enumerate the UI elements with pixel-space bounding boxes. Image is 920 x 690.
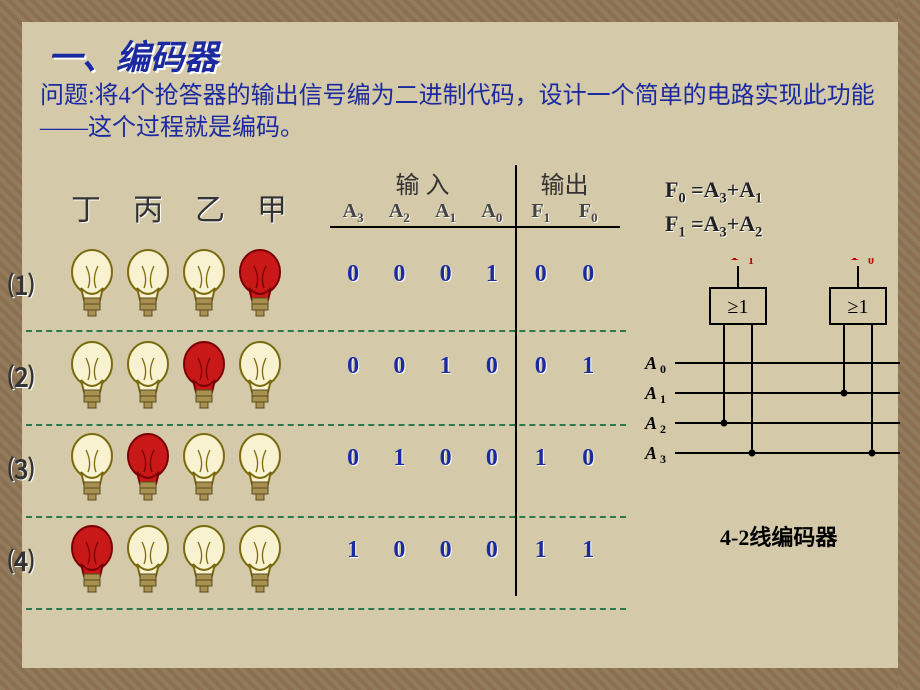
bulb-icon [66, 340, 118, 412]
tt-col: A2 [376, 200, 422, 226]
tt-cell: 1 [469, 261, 515, 288]
svg-text:A: A [644, 413, 657, 433]
tt-cell: 0 [565, 445, 613, 472]
col-label: 丁 [66, 185, 106, 229]
formulas: F0 =A3+A1 F1 =A3+A2 [665, 175, 762, 242]
svg-text:2: 2 [660, 422, 666, 436]
tt-col: A1 [423, 200, 469, 226]
tt-cell: 1 [330, 537, 376, 564]
border-right [898, 0, 920, 690]
tt-cell: 0 [517, 353, 565, 380]
truth-table: 输 入 输出 A3A2A1A0F1F0 00010000100101001010… [330, 165, 620, 596]
border-top [0, 0, 920, 22]
row-divider [26, 330, 626, 332]
tt-cell: 0 [565, 261, 613, 288]
row-divider [26, 608, 626, 610]
bulb-column-labels: 丁 丙 乙 甲 [66, 185, 292, 229]
svg-text:A: A [644, 383, 657, 403]
bulb-icon [122, 340, 174, 412]
tt-cell: 0 [376, 353, 422, 380]
tt-cell: 0 [469, 445, 515, 472]
tt-col: F1 [517, 200, 565, 226]
col-label: 甲 [252, 185, 292, 229]
tt-row: 000100 [330, 228, 620, 320]
bulb-rows: ⑴ ⑵ [26, 238, 326, 606]
bulb-icon [178, 524, 230, 596]
page-title: 一、编码器 [48, 30, 218, 79]
formula-f1: F1 =A3+A2 [665, 209, 762, 243]
tt-cell: 1 [565, 353, 613, 380]
formula-f0: F0 =A3+A1 [665, 175, 762, 209]
tt-cell: 0 [330, 353, 376, 380]
tt-cell: 1 [565, 537, 613, 564]
col-label: 丙 [128, 185, 168, 229]
problem-text: 问题:将4个抢答器的输出信号编为二进制代码，设计一个简单的电路实现此功能——这个… [40, 80, 880, 145]
bulb-icon [178, 248, 230, 320]
svg-text:≥1: ≥1 [728, 296, 749, 318]
svg-text:≥1: ≥1 [848, 296, 869, 318]
tt-row: 001001 [330, 320, 620, 412]
bulb-icon [234, 524, 286, 596]
bulb-row: ⑷ [26, 514, 326, 606]
row-divider [26, 424, 626, 426]
svg-text:F: F [730, 258, 745, 265]
bulb-icon [234, 248, 286, 320]
svg-text:F: F [850, 258, 865, 265]
tt-cell: 1 [376, 445, 422, 472]
tt-cell: 0 [423, 445, 469, 472]
svg-text:3: 3 [660, 452, 666, 466]
border-left [0, 0, 22, 690]
tt-cell: 1 [517, 537, 565, 564]
tt-cell: 0 [517, 261, 565, 288]
col-label: 乙 [190, 185, 230, 229]
tt-cell: 0 [423, 537, 469, 564]
bulb-icon [122, 524, 174, 596]
svg-text:1: 1 [660, 392, 666, 406]
bulb-icon [122, 248, 174, 320]
bulb-icon [66, 432, 118, 504]
encoder-circuit: A0A1A2A3≥1F1≥1F0 [640, 258, 900, 498]
tt-cell: 0 [423, 261, 469, 288]
bulb-icon [234, 340, 286, 412]
tt-header-in: 输 入 [330, 165, 517, 200]
tt-cell: 0 [469, 353, 515, 380]
slide: 一、编码器 问题:将4个抢答器的输出信号编为二进制代码，设计一个简单的电路实现此… [0, 0, 920, 690]
tt-cell: 0 [469, 537, 515, 564]
svg-text:0: 0 [868, 258, 874, 267]
svg-text:A: A [644, 353, 657, 373]
tt-cell: 0 [330, 261, 376, 288]
tt-cell: 0 [376, 537, 422, 564]
svg-text:0: 0 [660, 362, 666, 376]
svg-text:1: 1 [748, 258, 754, 267]
bulb-icon [66, 248, 118, 320]
border-bottom [0, 668, 920, 690]
tt-header-out: 输出 [517, 165, 612, 200]
tt-col: A0 [469, 200, 515, 226]
bulb-icon [122, 432, 174, 504]
bulb-row: ⑴ [26, 238, 326, 330]
tt-cell: 0 [330, 445, 376, 472]
tt-col: A3 [330, 200, 376, 226]
row-number: ⑷ [8, 542, 34, 579]
row-divider [26, 516, 626, 518]
row-number: ⑴ [8, 266, 34, 303]
encoder-label: 4-2线编码器 [720, 520, 837, 552]
tt-cell: 1 [423, 353, 469, 380]
tt-cell: 0 [376, 261, 422, 288]
tt-subheader: A3A2A1A0F1F0 [330, 200, 620, 228]
tt-col: F0 [565, 200, 613, 226]
bulb-icon [66, 524, 118, 596]
tt-header: 输 入 输出 [330, 165, 620, 200]
bulb-icon [234, 432, 286, 504]
tt-cell: 1 [517, 445, 565, 472]
bulb-icon [178, 340, 230, 412]
bulb-row: ⑵ [26, 330, 326, 422]
svg-text:A: A [644, 443, 657, 463]
row-number: ⑵ [8, 358, 34, 395]
bulb-row: ⑶ [26, 422, 326, 514]
bulb-icon [178, 432, 230, 504]
row-number: ⑶ [8, 450, 34, 487]
